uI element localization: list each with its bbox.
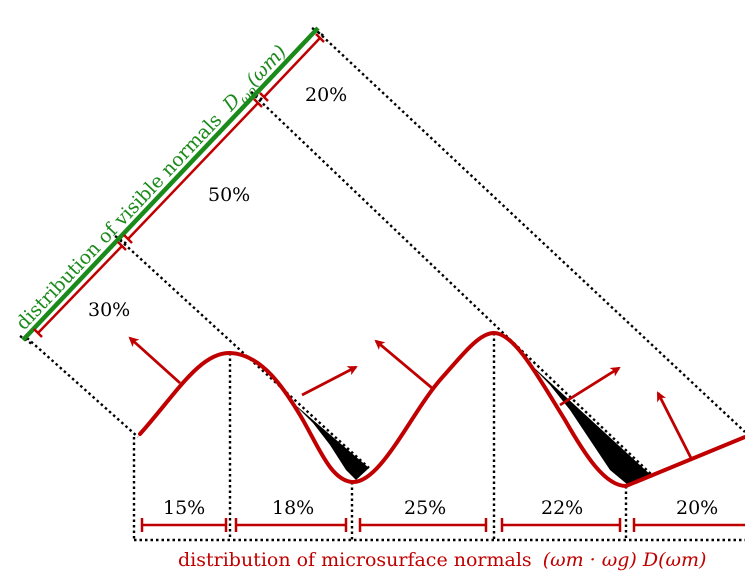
- normal-arrow-1: [128, 336, 181, 385]
- microsurface-segment-label-3: 25%: [404, 497, 446, 519]
- visible-segments: [33, 33, 325, 338]
- visible-normals-title: distribution of visible normals Dωo(ωm): [12, 41, 294, 337]
- normal-arrow-3: [374, 339, 433, 390]
- projection-line-4: [317, 31, 745, 433]
- projection-line-3: [254, 95, 654, 477]
- projection-line-2: [119, 239, 370, 469]
- visible-segment-label-3: 20%: [305, 84, 347, 106]
- shadow-region-1: [292, 402, 369, 480]
- microsurface-segment-label-5: 20%: [676, 497, 718, 519]
- microsurface-normals-title: distribution of microsurface normals (ωm…: [178, 549, 706, 571]
- microsurface-normals-symbol: (ωm · ωg) D(ωm): [543, 549, 707, 571]
- projection-line-1: [26, 337, 139, 438]
- microsurface-normals-label: distribution of microsurface normals: [178, 549, 532, 571]
- normal-arrow-4: [559, 366, 621, 407]
- visible-axis-tick-3: [250, 91, 264, 101]
- microsurface-segment-label-1: 15%: [163, 497, 205, 519]
- microsurface-segment-label-4: 22%: [541, 497, 583, 519]
- microsurface-profile: [138, 330, 745, 489]
- visible-segment-label-1: 30%: [88, 299, 130, 321]
- microsurface-segment-label-2: 18%: [272, 497, 314, 519]
- shadow-region-2: [528, 362, 653, 485]
- visible-segment-label-2: 50%: [208, 184, 250, 206]
- visible-normals-axis: [21, 26, 320, 342]
- microsurface-segments: [140, 518, 745, 532]
- normal-arrow-5: [656, 391, 694, 461]
- normal-arrow-2: [301, 365, 358, 397]
